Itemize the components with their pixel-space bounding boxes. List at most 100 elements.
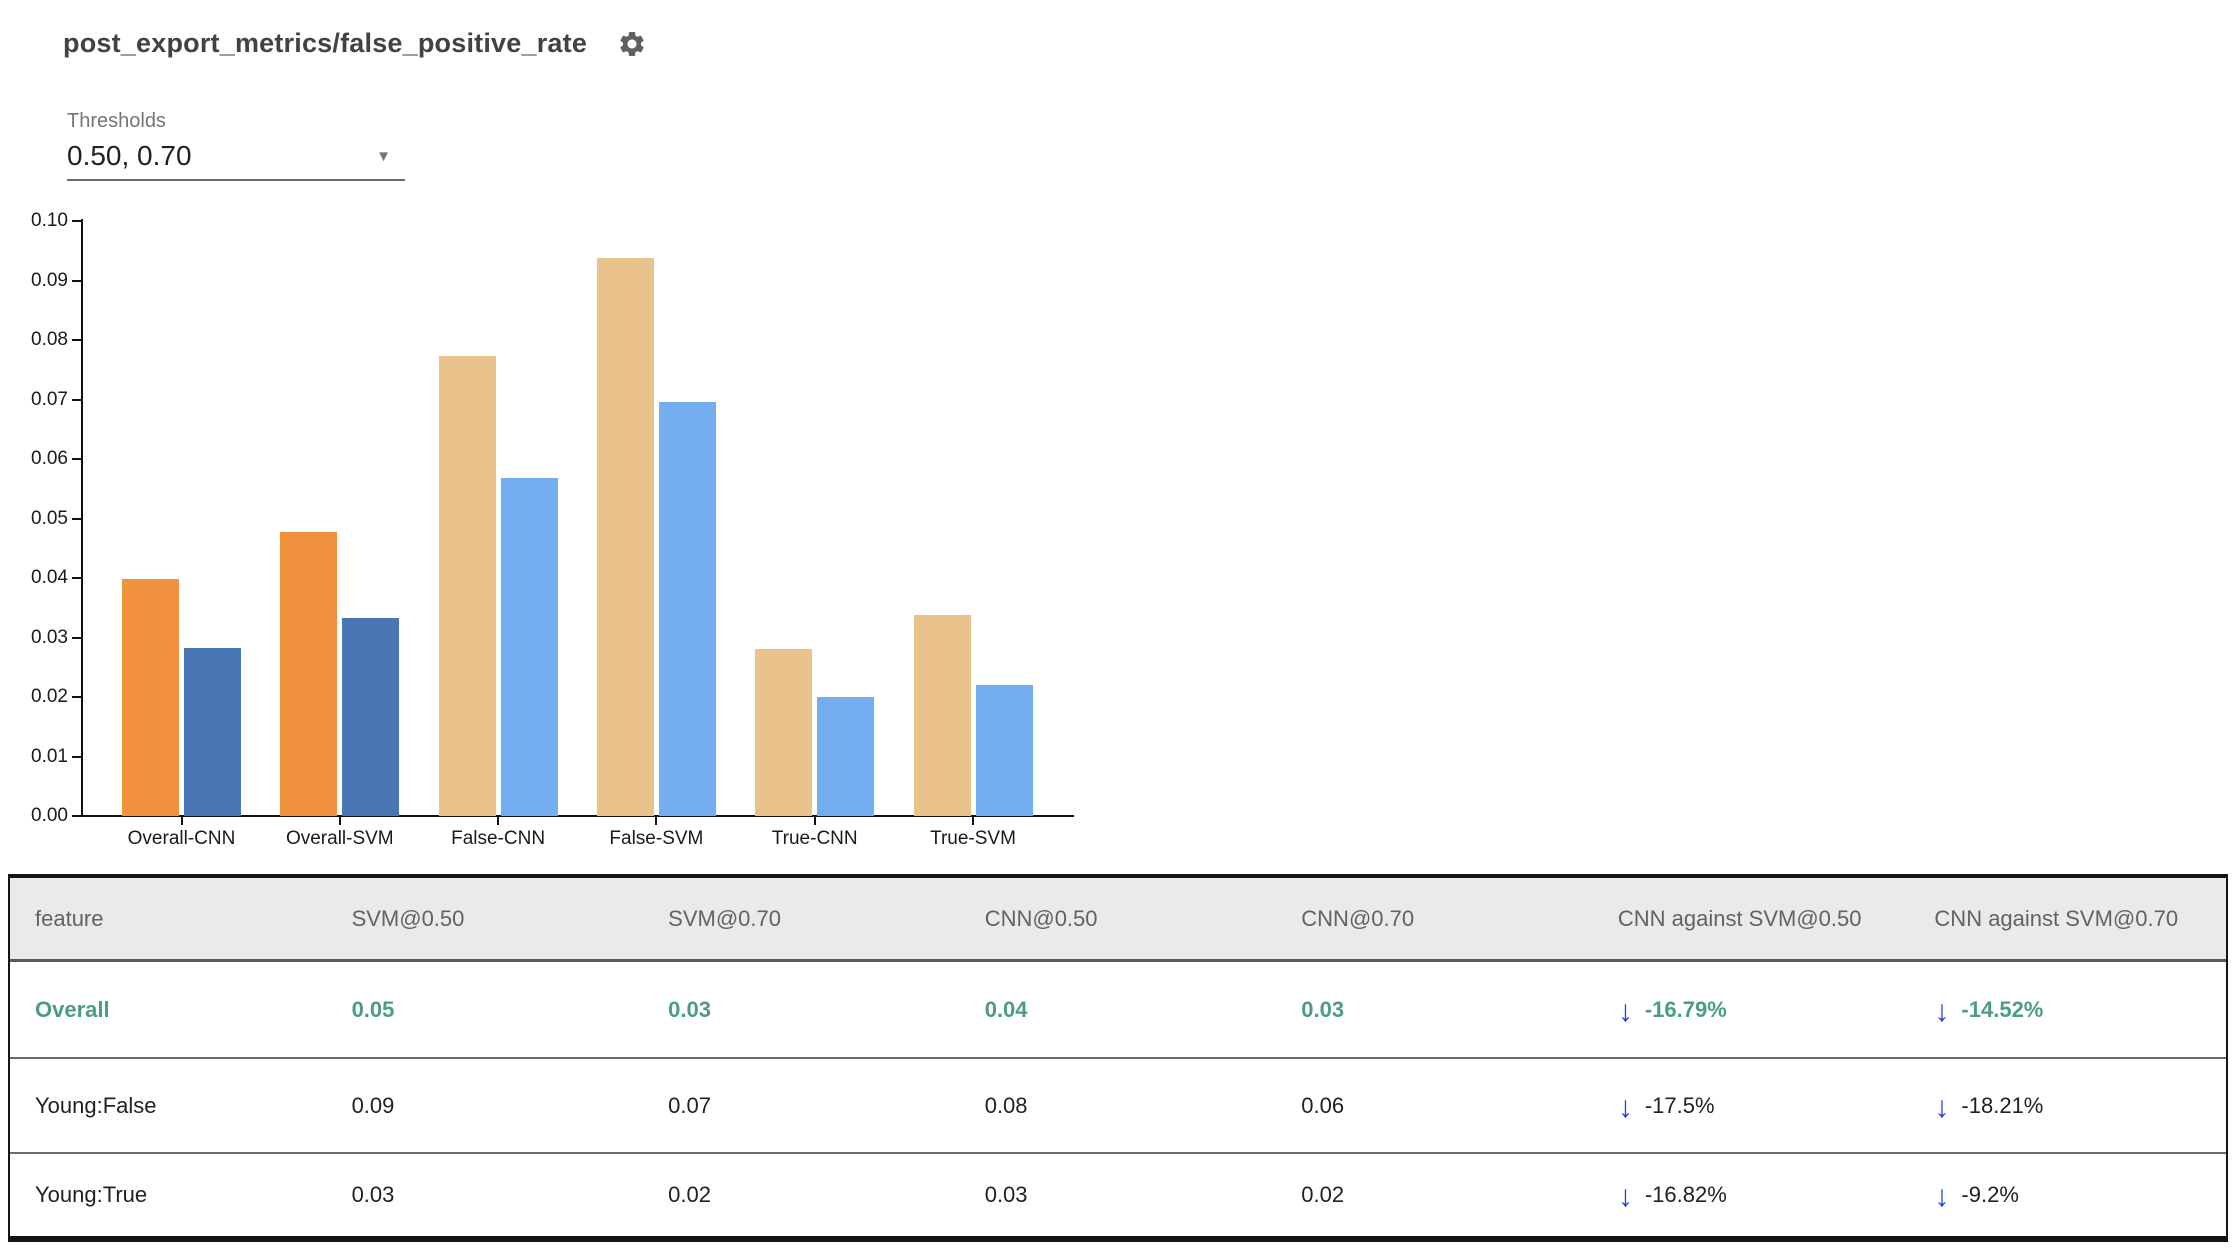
delta-percentage: -18.21% bbox=[1961, 1092, 2044, 1118]
delta-cell: ↓ -9.2% bbox=[1909, 1154, 2226, 1236]
metrics-table: feature SVM@0.50 SVM@0.70 CNN@0.50 CNN@0.70 C… bbox=[8, 874, 2228, 1242]
y-axis-tick-label: 0.10 bbox=[31, 210, 68, 231]
metric-value-cell: 0.08 bbox=[984, 1092, 1028, 1118]
y-axis-tick-label: 0.04 bbox=[31, 567, 68, 588]
y-axis-tick-label: 0.03 bbox=[31, 626, 68, 648]
table-row: Overall 0.05 0.03 0.04 0.03 ↓ -16.79% ↓ -14.52% bbox=[10, 962, 2226, 1057]
column-header-feature: feature bbox=[35, 905, 104, 931]
y-axis-tick-label: 0.02 bbox=[31, 686, 68, 707]
y-axis-tick-mark bbox=[72, 636, 81, 639]
arrow-down-icon: ↓ bbox=[1934, 994, 1950, 1028]
y-axis-tick-mark bbox=[72, 339, 81, 341]
table-row: Young:True 0.03 0.02 0.03 0.02 ↓ -16.82% ↓ -9.2% bbox=[10, 1152, 2226, 1236]
table-row: Young:False 0.09 0.07 0.08 0.06 ↓ -17.5% ↓ -18.2… bbox=[10, 1057, 2226, 1152]
bar-false-svm-threshold-0.50[interactable] bbox=[596, 258, 654, 816]
y-axis-tick-label: 0.07 bbox=[31, 388, 68, 410]
arrow-down-icon: ↓ bbox=[1934, 1180, 1950, 1213]
column-header-cnn-against-svm-0-70: CNN against SVM@0.70 bbox=[1934, 905, 2179, 931]
metric-value-cell: 0.03 bbox=[351, 1182, 395, 1207]
x-axis-category-label: Overall-CNN bbox=[127, 828, 236, 849]
y-axis-tick-mark bbox=[72, 517, 81, 520]
bar-true-svm-threshold-0.50[interactable] bbox=[913, 615, 971, 816]
bar-false-svm-threshold-0.70[interactable] bbox=[658, 402, 716, 816]
metric-value-cell: 0.02 bbox=[1301, 1182, 1345, 1207]
thresholds-value: 0.50, 0.70 bbox=[67, 140, 192, 171]
x-axis-line bbox=[81, 815, 1074, 817]
bar-false-cnn-threshold-0.50[interactable] bbox=[438, 356, 496, 816]
y-axis-tick-mark bbox=[72, 815, 81, 817]
metric-value-cell: 0.02 bbox=[668, 1182, 711, 1207]
delta-cell: ↓ -16.79% bbox=[1593, 962, 1910, 1057]
x-axis-category-label: Overall-SVM bbox=[285, 828, 394, 849]
metric-value-cell: 0.06 bbox=[1301, 1092, 1345, 1118]
bar-overall-svm-threshold-0.50[interactable] bbox=[280, 531, 338, 816]
bar-false-cnn-threshold-0.70[interactable] bbox=[500, 478, 558, 816]
feature-cell: Overall bbox=[35, 996, 110, 1022]
x-axis-tick-mark bbox=[497, 816, 500, 825]
y-axis-line bbox=[81, 219, 83, 817]
delta-cell: ↓ -17.5% bbox=[1593, 1059, 1910, 1152]
y-axis-tick-mark bbox=[72, 577, 81, 579]
settings-gear-icon[interactable] bbox=[617, 29, 647, 59]
delta-percentage: -14.52% bbox=[1961, 996, 2044, 1022]
column-header-cnn-against-svm-0-50: CNN against SVM@0.50 bbox=[1617, 905, 1862, 931]
x-axis-category-label: True-SVM bbox=[930, 828, 1016, 849]
y-axis-tick-label: 0.05 bbox=[31, 507, 68, 529]
arrow-down-icon: ↓ bbox=[1934, 1090, 1950, 1124]
metric-value-cell: 0.04 bbox=[984, 996, 1028, 1022]
arrow-down-icon: ↓ bbox=[1617, 1090, 1633, 1124]
y-axis-tick-mark bbox=[72, 398, 81, 401]
y-axis-tick-mark bbox=[72, 696, 81, 698]
metric-value-cell: 0.03 bbox=[1301, 996, 1345, 1022]
x-axis-tick-mark bbox=[180, 816, 183, 825]
x-axis-tick-mark bbox=[338, 816, 341, 825]
x-axis-tick-mark bbox=[972, 816, 974, 825]
delta-cell: ↓ -16.82% bbox=[1593, 1154, 1910, 1236]
false-positive-rate-bar-chart: 0.00 0.01 0.02 0.03 0.04 0.05 0.06 0.07 0.08 0.09… bbox=[0, 0, 1120, 870]
column-header-svm-0-50: SVM@0.50 bbox=[351, 905, 465, 931]
metric-titlebar: post_export_metrics/false_positive_rate bbox=[63, 28, 647, 59]
bar-overall-cnn-threshold-0.70[interactable] bbox=[184, 647, 241, 816]
bar-true-svm-threshold-0.70[interactable] bbox=[975, 685, 1033, 816]
x-axis-tick-mark bbox=[655, 816, 658, 825]
thresholds-dropdown[interactable]: Thresholds 0.50, 0.70 ▼ bbox=[67, 110, 405, 181]
metric-value-cell: 0.05 bbox=[351, 996, 395, 1022]
bar-true-cnn-threshold-0.50[interactable] bbox=[755, 649, 813, 816]
page-title: post_export_metrics/false_positive_rate bbox=[63, 28, 588, 58]
column-header-cnn-0-50: CNN@0.50 bbox=[984, 905, 1098, 931]
y-axis-tick-label: 0.08 bbox=[31, 329, 68, 350]
column-header-svm-0-70: SVM@0.70 bbox=[668, 905, 781, 931]
bar-overall-cnn-threshold-0.50[interactable] bbox=[122, 579, 179, 816]
delta-percentage: -16.82% bbox=[1644, 1182, 1727, 1207]
delta-cell: ↓ -18.21% bbox=[1909, 1059, 2226, 1152]
y-axis-tick-mark bbox=[72, 220, 81, 222]
feature-cell: Young:False bbox=[35, 1092, 157, 1118]
metric-value-cell: 0.09 bbox=[351, 1092, 395, 1118]
metric-value-cell: 0.03 bbox=[984, 1182, 1028, 1207]
y-axis-tick-mark bbox=[72, 458, 81, 460]
y-axis-tick-label: 0.09 bbox=[31, 269, 68, 291]
bar-true-cnn-threshold-0.70[interactable] bbox=[817, 697, 875, 816]
y-axis-tick-label: 0.01 bbox=[31, 745, 68, 767]
column-header-cnn-0-70: CNN@0.70 bbox=[1301, 905, 1415, 931]
delta-percentage: -17.5% bbox=[1644, 1092, 1715, 1118]
dropdown-arrow-icon[interactable]: ▼ bbox=[376, 147, 391, 165]
metric-value-cell: 0.03 bbox=[668, 996, 711, 1022]
bar-overall-svm-threshold-0.70[interactable] bbox=[342, 618, 400, 816]
arrow-down-icon: ↓ bbox=[1617, 994, 1633, 1028]
table-header-row: feature SVM@0.50 SVM@0.70 CNN@0.50 CNN@0.70 C… bbox=[10, 878, 2226, 962]
x-axis-category-label: False-SVM bbox=[609, 828, 704, 849]
delta-cell: ↓ -14.52% bbox=[1909, 962, 2226, 1057]
y-axis-tick-label: 0.06 bbox=[31, 448, 68, 469]
delta-percentage: -16.79% bbox=[1644, 996, 1727, 1022]
table-body: Overall 0.05 0.03 0.04 0.03 ↓ -16.79% ↓ -14.52% Y… bbox=[10, 962, 2226, 1236]
x-axis-category-label: False-CNN bbox=[451, 828, 546, 849]
metric-value-cell: 0.07 bbox=[668, 1092, 711, 1118]
feature-cell: Young:True bbox=[35, 1182, 148, 1207]
y-axis-tick-mark bbox=[72, 279, 81, 282]
y-axis-tick-label: 0.00 bbox=[31, 805, 68, 826]
y-axis-tick-mark bbox=[72, 755, 81, 758]
thresholds-label: Thresholds bbox=[67, 110, 166, 132]
x-axis-category-label: True-CNN bbox=[771, 828, 858, 849]
